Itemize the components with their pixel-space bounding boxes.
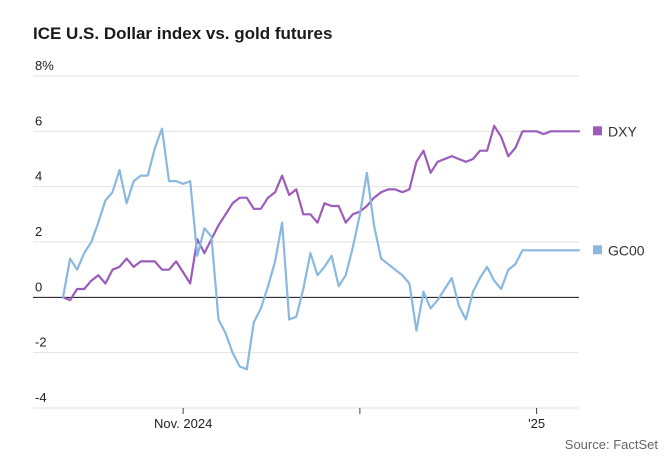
y-tick-label: -2 — [35, 335, 47, 350]
series-line-dxy — [61, 124, 581, 302]
y-tick-label: 4 — [35, 169, 42, 184]
y-tick-label: 2 — [35, 224, 42, 239]
y-tick-label: 0 — [35, 279, 42, 294]
source-note: Source: FactSet — [564, 437, 658, 452]
legend-label-dxy: DXY — [608, 123, 637, 139]
legend-swatch-gc00 — [593, 245, 602, 255]
legend-swatch-dxy — [593, 126, 602, 136]
y-tick-label: 8% — [35, 58, 54, 73]
x-tick-label: '25 — [528, 416, 545, 431]
chart-title: ICE U.S. Dollar index vs. gold futures — [33, 24, 333, 43]
series-line-gc00 — [61, 127, 581, 371]
legend-label-gc00: GC00 — [608, 242, 645, 258]
y-tick-label: -4 — [35, 390, 47, 405]
y-tick-label: 6 — [35, 113, 42, 128]
x-tick-label: Nov. 2024 — [154, 416, 212, 431]
